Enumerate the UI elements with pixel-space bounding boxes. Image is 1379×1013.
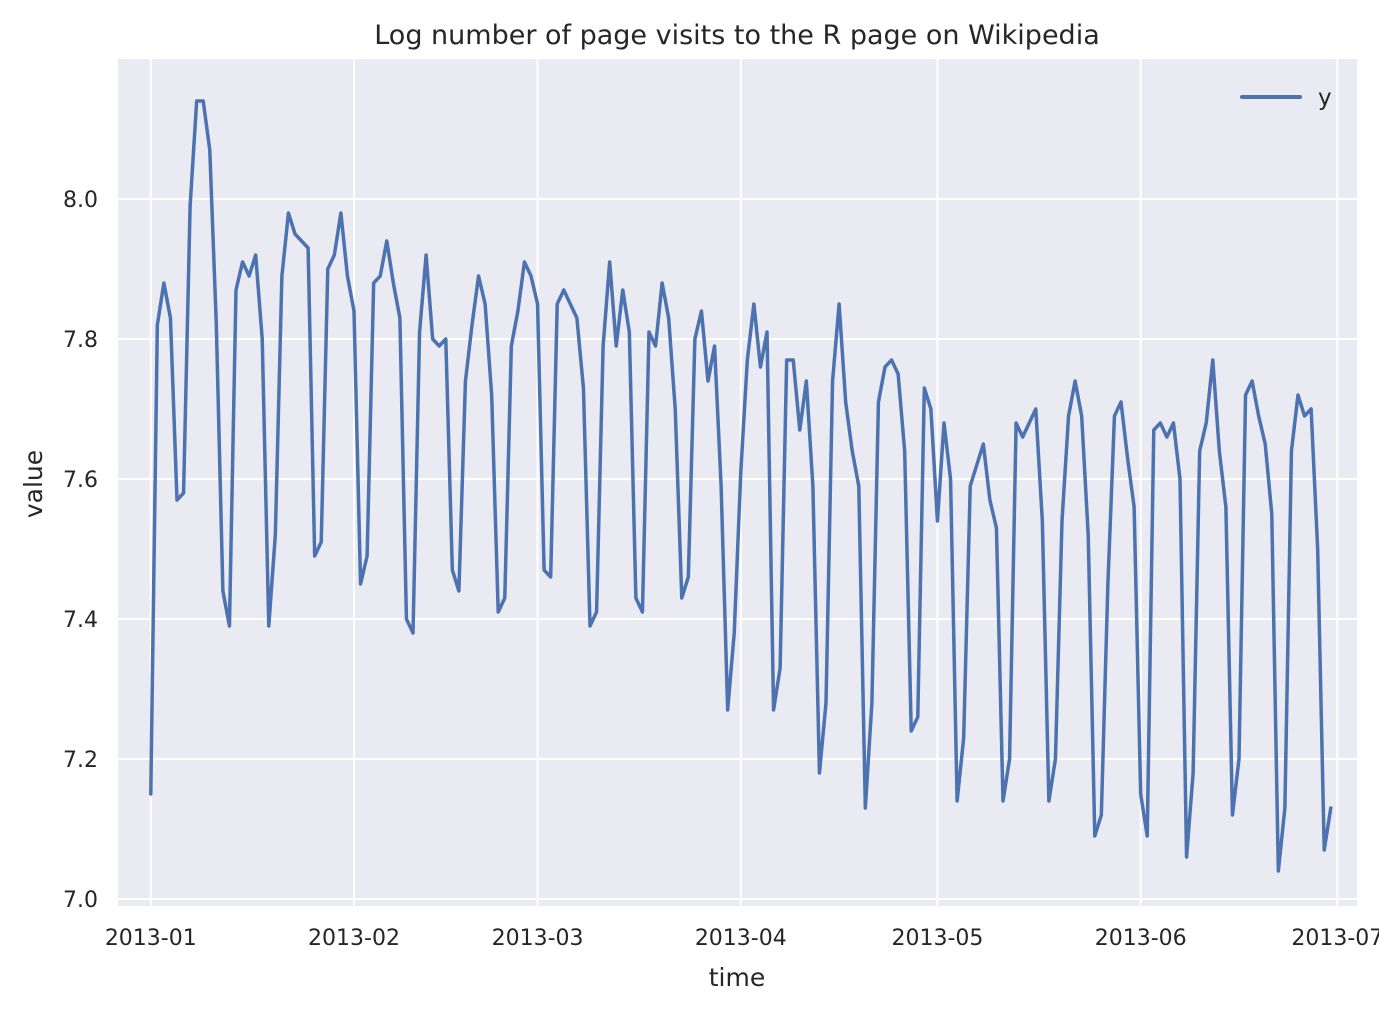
y-tick-label: 7.2 xyxy=(63,748,98,773)
y-tick-label: 7.4 xyxy=(63,608,98,633)
y-tick-label: 7.6 xyxy=(63,468,98,493)
x-axis-label: time xyxy=(709,963,765,992)
series-line-y xyxy=(149,99,1333,873)
x-tick-label: 2013-06 xyxy=(1095,926,1187,951)
y-tick-label: 8.0 xyxy=(63,188,98,213)
y-tick-label: 7.0 xyxy=(63,888,98,913)
legend-label: y xyxy=(1318,85,1332,111)
chart-title: Log number of page visits to the R page … xyxy=(374,20,1100,51)
y-axis-label: value xyxy=(19,450,48,518)
x-tick-label: 2013-04 xyxy=(695,926,787,951)
x-tick-label: 2013-03 xyxy=(492,926,584,951)
legend: y xyxy=(1240,85,1332,111)
x-tick-label: 2013-07 xyxy=(1291,926,1379,951)
x-tick-label: 2013-05 xyxy=(891,926,983,951)
x-tick-label: 2013-01 xyxy=(105,926,197,951)
data-layer xyxy=(149,99,1333,873)
y-tick-label: 7.8 xyxy=(63,328,98,353)
plot-background xyxy=(118,59,1357,906)
x-tick-label: 2013-02 xyxy=(308,926,400,951)
tick-labels: 2013-01 2013-02 2013-03 2013-04 2013-05 2013-… xyxy=(63,188,1379,951)
